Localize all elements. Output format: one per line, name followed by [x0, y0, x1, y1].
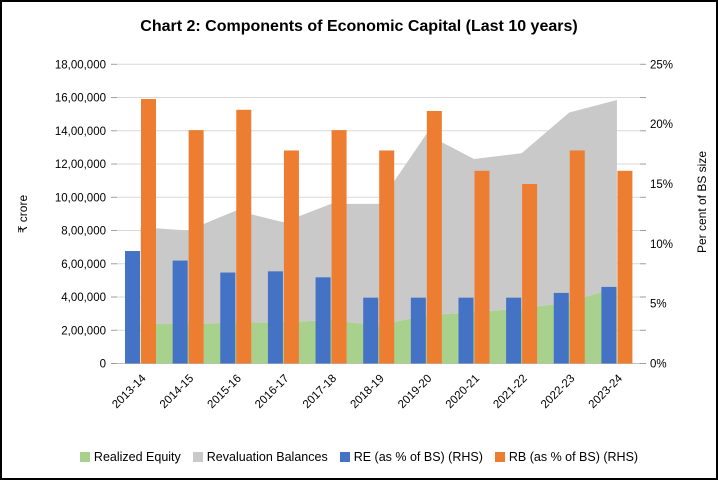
bar-series-re-pct: [125, 251, 617, 364]
legend-item-re-pct: RE (as % of BS) (RHS): [339, 450, 483, 464]
axis-ticks: [111, 63, 646, 364]
bar: [283, 150, 299, 364]
bar: [379, 150, 395, 364]
bar: [474, 170, 490, 364]
left-axis-tick-label: 18,00,000: [55, 59, 106, 71]
legend-label: RE (as % of BS) (RHS): [353, 450, 483, 464]
realized-equity-swatch-icon: [79, 452, 90, 462]
bar: [410, 297, 426, 364]
x-axis-tick-label: 2022-23: [539, 373, 577, 411]
x-axis-tick-label: 2016-17: [253, 373, 291, 411]
bar: [363, 297, 379, 364]
bar: [522, 183, 538, 364]
x-axis-tick-label: 2023-24: [587, 372, 626, 411]
right-axis-tick-label: 5%: [650, 299, 667, 311]
right-axis-tick-label: 10%: [650, 239, 673, 251]
bar: [617, 170, 633, 364]
left-axis-tick-label: 4,00,000: [61, 292, 106, 304]
bar: [315, 277, 331, 364]
legend-label: RB (as % of BS) (RHS): [508, 450, 639, 464]
legend-item-rb-pct: RB (as % of BS) (RHS): [494, 450, 639, 464]
bar: [553, 292, 569, 364]
legend-item-realized-equity: Realized Equity: [79, 450, 181, 464]
bar: [331, 130, 347, 364]
left-axis-tick-label: 16,00,000: [55, 93, 106, 105]
bar: [141, 99, 156, 364]
legend-item-revaluation-balances: Revaluation Balances: [192, 450, 328, 464]
right-axis-tick-label: 0%: [650, 359, 667, 371]
right-axis-tick-labels: 0% 5% 10% 15% 20% 25%: [650, 59, 673, 370]
left-axis-tick-label: 8,00,000: [61, 226, 106, 238]
bar-series-rb-pct: [141, 99, 633, 364]
re-pct-swatch-icon: [339, 452, 350, 462]
left-axis-tick-labels: 0 2,00,000 4,00,000 6,00,000 8,00,000 10,00,0…: [55, 59, 106, 370]
rb-pct-swatch-icon: [494, 452, 505, 462]
chart-title: Chart 2: Components of Economic Capital …: [140, 18, 578, 35]
x-axis-tick-label: 2018-19: [348, 373, 386, 411]
legend: Realized Equity Revaluation Balances RE …: [2, 450, 716, 464]
bar: [236, 109, 252, 364]
right-axis-tick-label: 25%: [650, 59, 673, 71]
x-axis-tick-labels: 2013-14 2014-15 2015-16 2016-17 2017-18 2018-…: [110, 372, 625, 411]
legend-label: Revaluation Balances: [206, 450, 328, 464]
x-axis-tick-label: 2014-15: [158, 373, 196, 411]
bar: [172, 260, 188, 364]
right-axis-tick-label: 15%: [650, 179, 673, 191]
right-axis-tick-label: 20%: [650, 119, 673, 131]
bar: [220, 272, 236, 364]
bar: [569, 150, 585, 364]
x-axis-tick-label: 2019-20: [396, 373, 434, 411]
x-axis-tick-label: 2013-14: [110, 372, 149, 411]
legend-label: Realized Equity: [93, 450, 181, 464]
bar: [125, 251, 140, 364]
bar: [458, 297, 474, 364]
bar: [188, 130, 204, 364]
left-axis-tick-label: 6,00,000: [61, 259, 106, 271]
bar: [506, 297, 522, 364]
left-axis-tick-label: 12,00,000: [55, 159, 106, 171]
x-axis-tick-label: 2021-22: [491, 373, 529, 411]
left-axis-tick-label: 10,00,000: [55, 192, 106, 204]
left-axis-tick-label: 0: [100, 359, 106, 371]
left-axis-tick-label: 14,00,000: [55, 126, 106, 138]
revaluation-balances-swatch-icon: [192, 452, 203, 462]
x-axis-tick-label: 2020-21: [444, 373, 482, 411]
left-axis-tick-label: 2,00,000: [61, 325, 106, 337]
x-axis-tick-label: 2015-16: [206, 373, 244, 411]
area-series-revaluation-balances: [140, 100, 617, 326]
bar: [601, 286, 617, 364]
bar: [426, 110, 442, 364]
x-axis-tick-label: 2017-18: [301, 373, 339, 411]
bar: [267, 271, 283, 364]
